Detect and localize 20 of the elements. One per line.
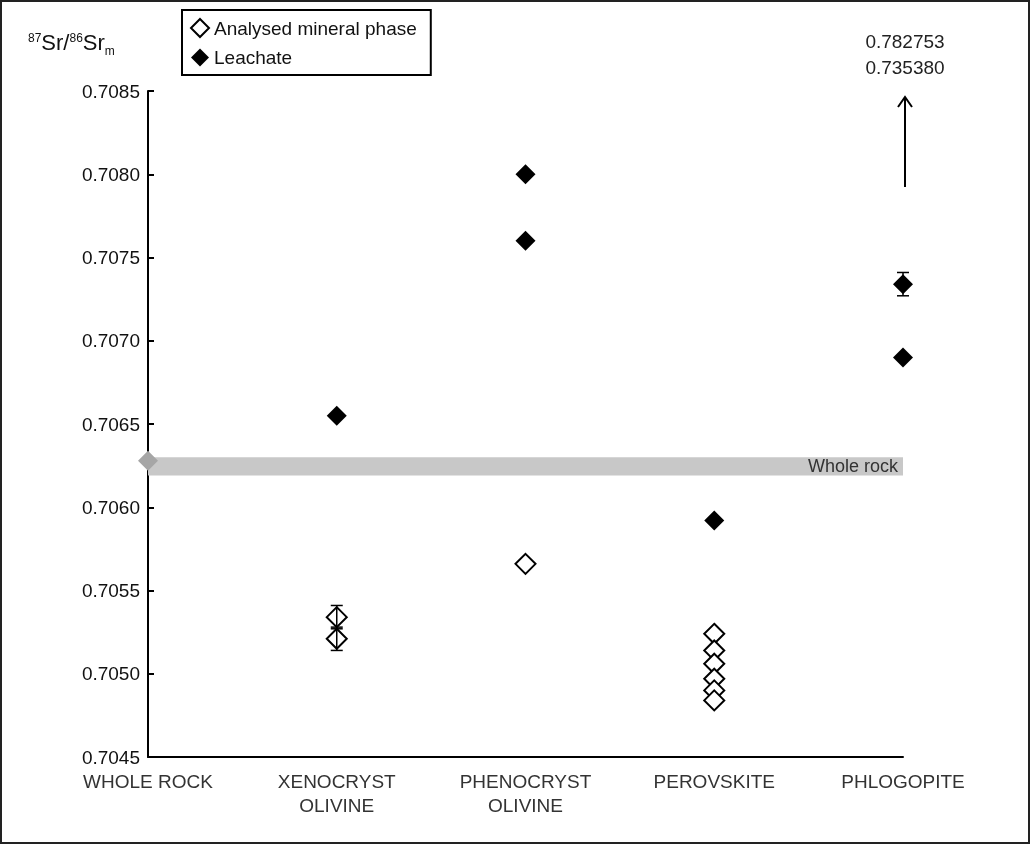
- y-tick-label: 0.7075: [81, 247, 140, 268]
- x-tick-label: XENOCRYST OLIVINE: [277, 770, 397, 816]
- legend-label: Analysed mineral phase: [214, 17, 417, 39]
- y-tick-label: 0.7080: [81, 163, 140, 185]
- x-tick-label: PHLOGOPITE: [841, 770, 965, 792]
- y-tick-label: 0.7050: [81, 663, 140, 685]
- y-tick-label: 0.7085: [81, 80, 140, 102]
- y-tick-label: 0.7055: [81, 580, 140, 601]
- y-tick-label: 0.7065: [81, 413, 140, 435]
- x-tick-label: WHOLE ROCK: [83, 770, 214, 792]
- y-tick-label: 0.7060: [81, 496, 140, 518]
- legend-label: Leachate: [214, 47, 293, 68]
- y-tick-label: 0.7070: [81, 330, 140, 352]
- band-label: Whole rock: [807, 456, 899, 477]
- x-tick-label: PEROVSKITE: [653, 770, 775, 792]
- y-tick-label: 0.7045: [81, 746, 140, 768]
- x-tick-label: PHENOCRYST OLIVINE: [459, 770, 592, 816]
- text: 0.782753: [865, 30, 945, 54]
- text: 0.735380: [865, 56, 945, 80]
- y-axis-title: $^{87}$Sr/$^{86}$Sr$_{m}$: [28, 30, 115, 59]
